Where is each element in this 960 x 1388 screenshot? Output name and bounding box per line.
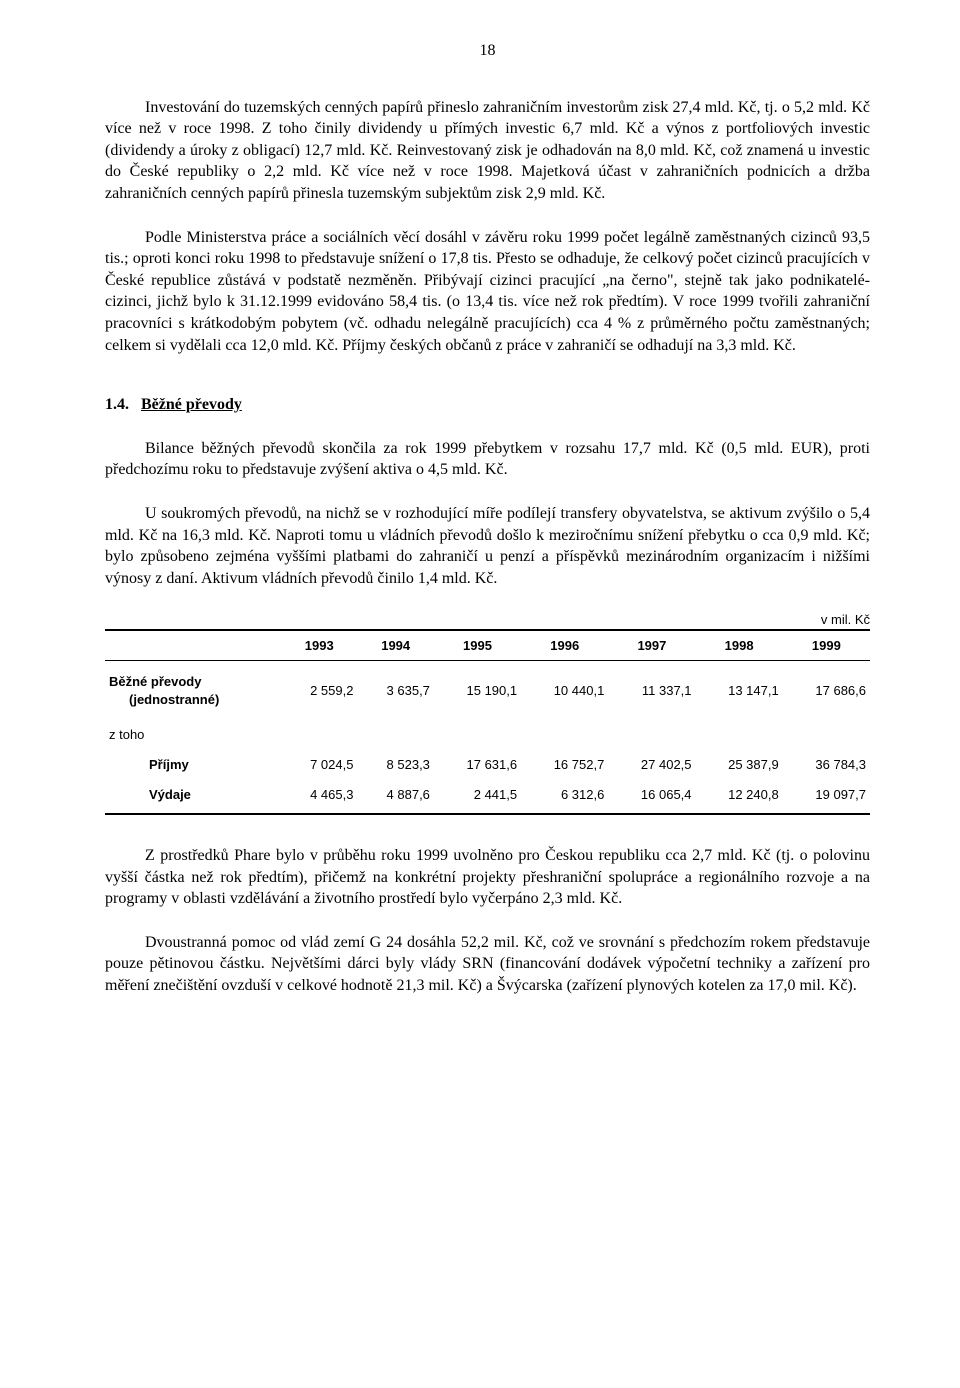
table-year: 1998 — [696, 630, 783, 661]
paragraph-4: U soukromých převodů, na nichž se v rozh… — [105, 503, 870, 589]
cell: 2 441,5 — [434, 780, 521, 815]
cell: 4 465,3 — [281, 780, 357, 815]
cell: 17 686,6 — [783, 661, 870, 715]
section-heading: 1.4. Běžné převody — [105, 394, 870, 416]
row-label: Běžné převody (jednostranné) — [105, 661, 281, 715]
cell: 7 024,5 — [281, 750, 357, 780]
row-label-text: Výdaje — [109, 786, 277, 804]
table-year: 1993 — [281, 630, 357, 661]
paragraph-1: Investování do tuzemských cenných papírů… — [105, 97, 870, 205]
table-year: 1995 — [434, 630, 521, 661]
cell: 17 631,6 — [434, 750, 521, 780]
cell: 16 752,7 — [521, 750, 608, 780]
table-year: 1997 — [608, 630, 695, 661]
paragraph-3: Bilance běžných převodů skončila za rok … — [105, 438, 870, 481]
cell: 3 635,7 — [357, 661, 433, 715]
cell: 36 784,3 — [783, 750, 870, 780]
cell: 15 190,1 — [434, 661, 521, 715]
cell: 16 065,4 — [608, 780, 695, 815]
paragraph-6: Dvoustranná pomoc od vlád zemí G 24 dosá… — [105, 932, 870, 997]
cell: 12 240,8 — [696, 780, 783, 815]
table-row: Běžné převody (jednostranné) 2 559,2 3 6… — [105, 661, 870, 715]
table-row: z toho — [105, 714, 870, 750]
row-label: z toho — [105, 714, 281, 750]
table-header-blank — [105, 630, 281, 661]
cell: 6 312,6 — [521, 780, 608, 815]
paragraph-2: Podle Ministerstva práce a sociálních vě… — [105, 227, 870, 357]
section-title: Běžné převody — [141, 396, 242, 413]
row-label: Příjmy — [105, 750, 281, 780]
cell: 11 337,1 — [608, 661, 695, 715]
cell: 25 387,9 — [696, 750, 783, 780]
section-number: 1.4. — [105, 394, 137, 416]
row-label-sub: (jednostranné) — [109, 691, 277, 709]
cell: 27 402,5 — [608, 750, 695, 780]
table-row: Příjmy 7 024,5 8 523,3 17 631,6 16 752,7… — [105, 750, 870, 780]
row-label: Výdaje — [105, 780, 281, 815]
cell: 8 523,3 — [357, 750, 433, 780]
cell: 19 097,7 — [783, 780, 870, 815]
cell: 4 887,6 — [357, 780, 433, 815]
row-label-main: Běžné převody — [109, 674, 201, 689]
table-year: 1999 — [783, 630, 870, 661]
table-year: 1994 — [357, 630, 433, 661]
paragraph-5: Z prostředků Phare bylo v průběhu roku 1… — [105, 845, 870, 910]
cell: 2 559,2 — [281, 661, 357, 715]
cell: 13 147,1 — [696, 661, 783, 715]
table-row: Výdaje 4 465,3 4 887,6 2 441,5 6 312,6 1… — [105, 780, 870, 815]
transfers-table: 1993 1994 1995 1996 1997 1998 1999 Běžné… — [105, 629, 870, 815]
row-label-text: Příjmy — [109, 756, 277, 774]
table-unit: v mil. Kč — [105, 611, 870, 629]
page-number: 18 — [105, 40, 870, 62]
cell: 10 440,1 — [521, 661, 608, 715]
table-year: 1996 — [521, 630, 608, 661]
table-header-row: 1993 1994 1995 1996 1997 1998 1999 — [105, 630, 870, 661]
